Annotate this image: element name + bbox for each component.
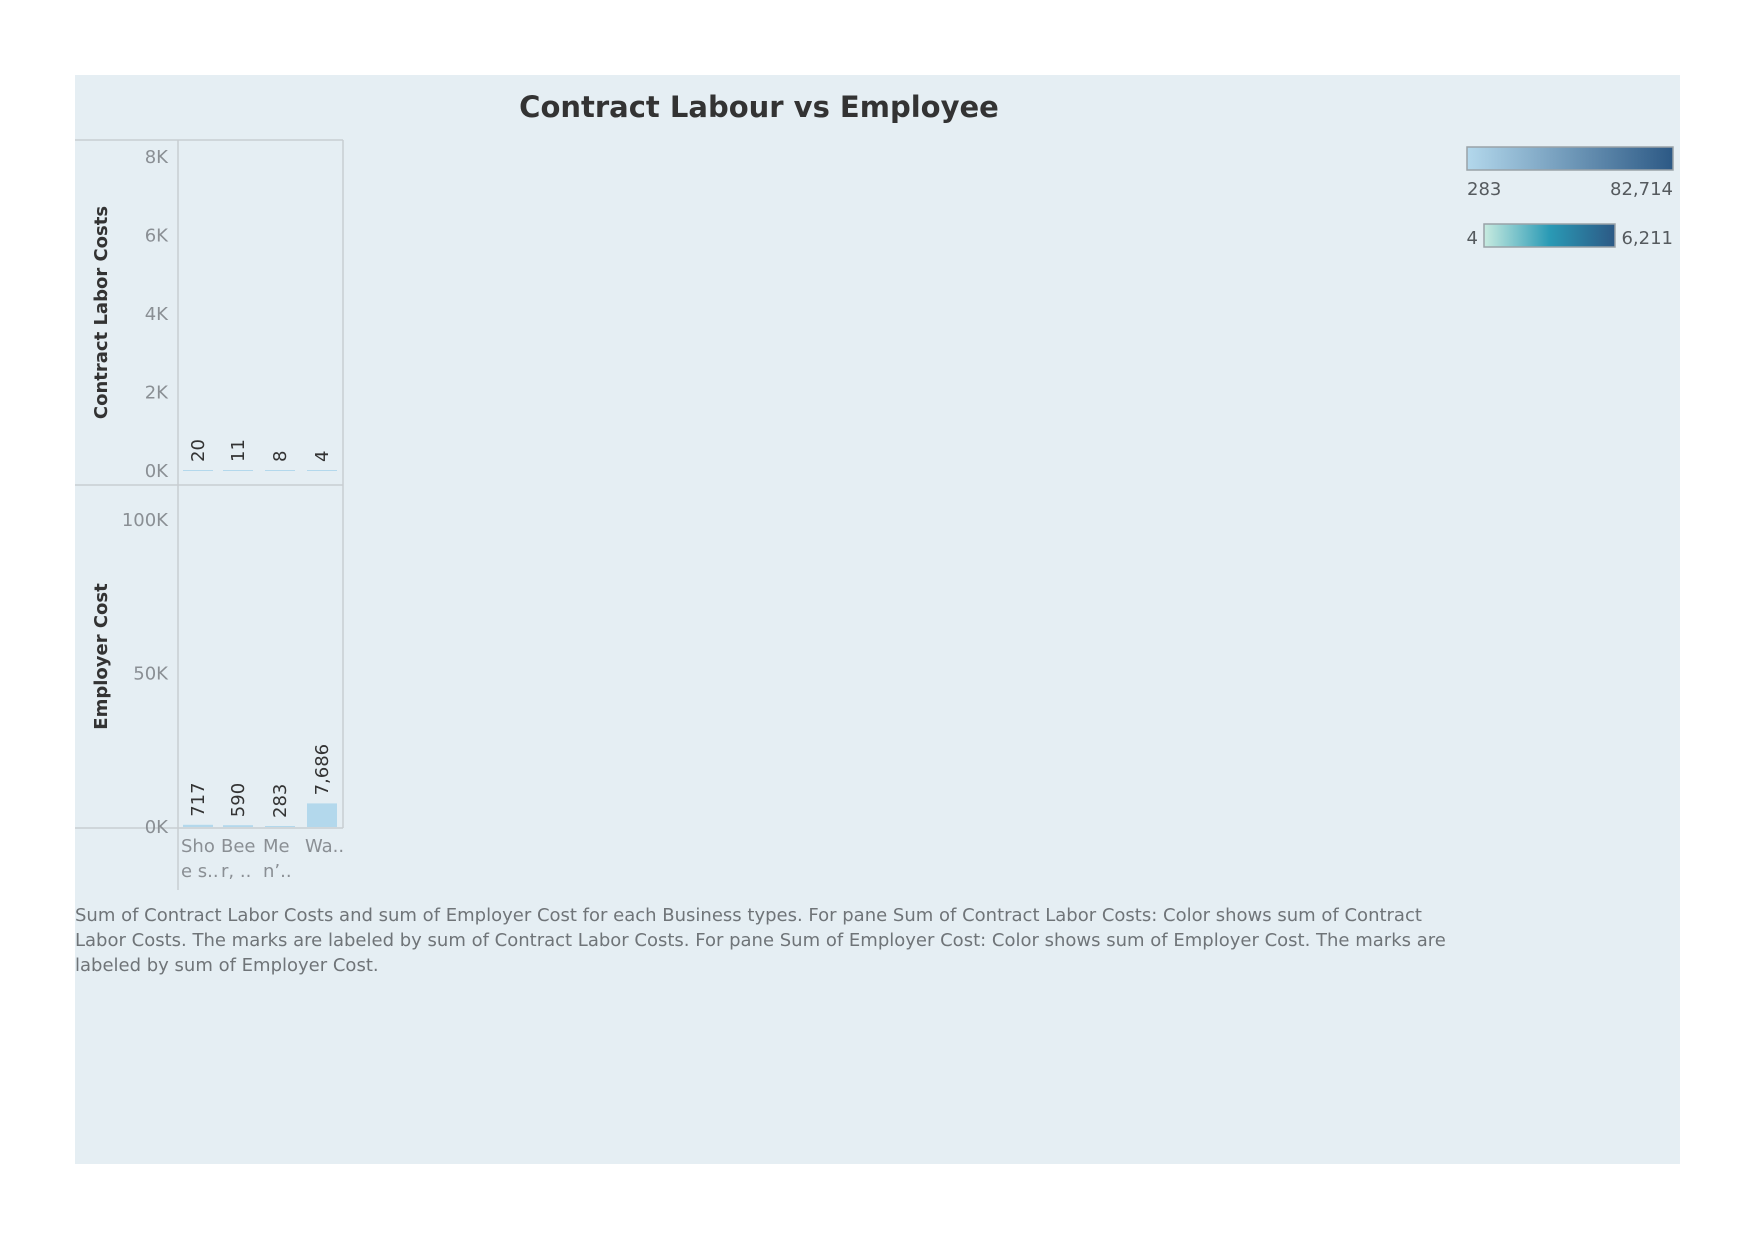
data-label: 283	[270, 784, 291, 818]
bar	[307, 470, 337, 471]
data-label: 717	[188, 782, 209, 816]
y-tick-label: 0K	[145, 461, 169, 482]
data-label: 590	[228, 783, 249, 817]
x-tick-label: n’..	[263, 861, 292, 882]
legend-max-label: 6,211	[1621, 228, 1673, 249]
data-label: 11	[228, 439, 249, 462]
bar	[183, 824, 213, 827]
dashboard: Contract Labour vs Employee 0K 2K 4K 6K 8K Co…	[75, 75, 1680, 1164]
y-axis-title: Contract Labor Costs	[91, 206, 112, 419]
y-tick-label: 0K	[145, 817, 169, 838]
legend-min-label: 4	[1467, 228, 1478, 249]
data-label: 4	[312, 451, 333, 462]
y-axis-title: Employer Cost	[91, 583, 112, 730]
legend-max-label: 82,714	[1610, 179, 1673, 200]
bar	[307, 803, 337, 827]
bar	[265, 470, 295, 471]
chart-svg: 0K 2K 4K 6K 8K Contract Labor Costs 20 11 8 4 0K 50…	[75, 139, 1674, 890]
y-tick-label: 6K	[145, 226, 169, 247]
y-tick-label: 2K	[145, 383, 169, 404]
data-label: 8	[270, 451, 291, 462]
y-tick-label: 8K	[145, 147, 169, 168]
color-legend-ramp	[1466, 146, 1674, 171]
legend-min-label: 283	[1467, 179, 1501, 200]
data-label: 7,686	[312, 744, 333, 796]
x-tick-label: e s..	[181, 861, 219, 882]
bar	[223, 470, 253, 471]
x-tick-label: Sho	[181, 836, 215, 857]
y-tick-label: 50K	[133, 664, 169, 685]
x-tick-label: Wa..	[305, 836, 344, 857]
x-tick-label: Me	[263, 836, 290, 857]
y-tick-label: 100K	[122, 510, 169, 531]
data-label: 20	[188, 439, 209, 462]
chart-caption: Sum of Contract Labor Costs and sum of E…	[75, 905, 1446, 976]
y-tick-label: 4K	[145, 304, 169, 325]
color-legend-ramp	[1483, 223, 1616, 248]
x-tick-label: Bee	[221, 836, 256, 857]
bar	[265, 826, 295, 827]
x-tick-label: r, ..	[221, 861, 251, 882]
bar	[183, 470, 213, 471]
bar	[223, 825, 253, 827]
chart-title: Contract Labour vs Employee	[519, 90, 999, 124]
